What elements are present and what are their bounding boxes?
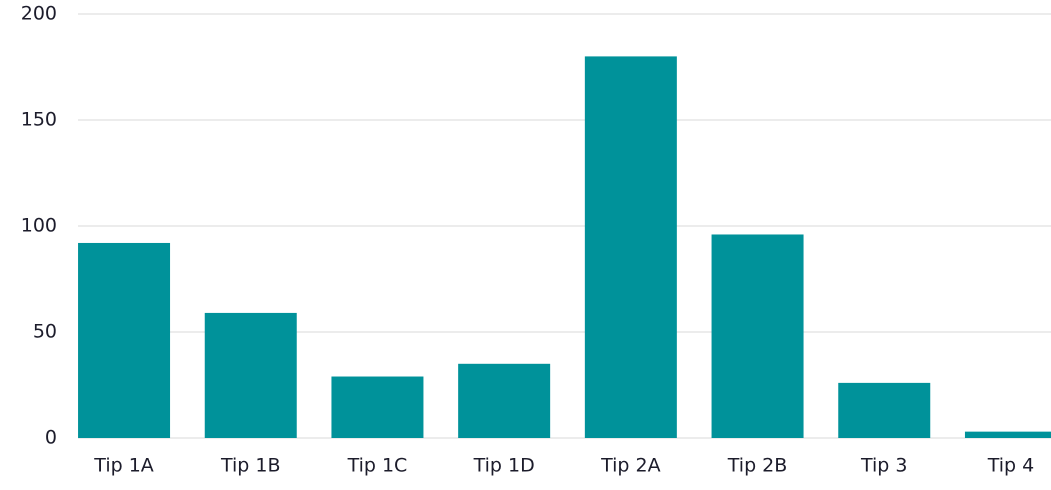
bar (964, 431, 1051, 438)
x-tick-label: Tip 1C (347, 455, 408, 477)
x-tick-label: Tip 4 (987, 455, 1035, 477)
x-tick-label: Tip 2A (600, 455, 661, 477)
bar (584, 56, 677, 439)
y-tick-label: 0 (45, 427, 57, 449)
y-tick-label: 100 (21, 215, 57, 237)
x-tick-label: Tip 1A (93, 455, 154, 477)
bar (78, 242, 171, 438)
x-tick-label: Tip 3 (860, 455, 908, 477)
bar (331, 376, 424, 438)
bar (838, 382, 931, 438)
x-tick-label: Tip 1D (473, 455, 535, 477)
bar (204, 312, 297, 438)
x-tick-label: Tip 1B (220, 455, 281, 477)
bar (458, 363, 551, 438)
y-tick-label: 50 (33, 321, 57, 343)
x-tick-label: Tip 2B (727, 455, 788, 477)
y-tick-label: 200 (21, 3, 57, 25)
bar (711, 234, 804, 438)
y-tick-label: 150 (21, 109, 57, 131)
